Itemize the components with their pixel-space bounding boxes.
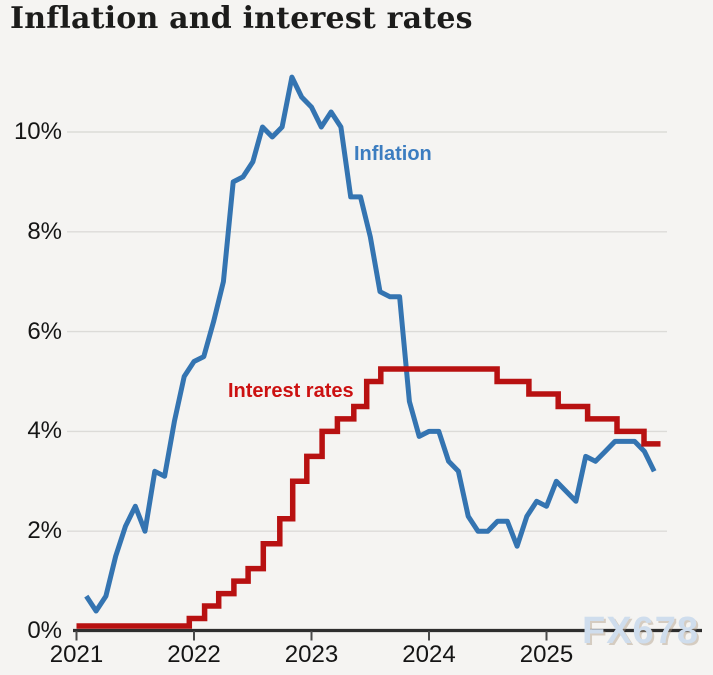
chart-title: Inflation and interest rates	[10, 1, 473, 36]
watermark: FX678	[582, 610, 699, 652]
y-axis-label: 0%	[27, 617, 62, 644]
x-axis-label: 2021	[49, 641, 104, 668]
x-axis-label: 2024	[402, 641, 456, 668]
y-axis-label: 6%	[27, 317, 62, 345]
inflation-line	[84, 74, 657, 614]
y-axis-label: 10%	[13, 118, 62, 145]
inflation-series-label: Inflation	[354, 143, 432, 165]
interest-rates-line	[76, 366, 661, 629]
y-axis-label: 4%	[27, 417, 62, 445]
x-axis-label: 2025	[519, 641, 574, 668]
x-axis-label: 2023	[284, 641, 339, 668]
x-axis-label: 2022	[167, 641, 221, 668]
y-axis-label: 2%	[27, 517, 62, 545]
interest-rates-series-label: Interest rates	[228, 380, 354, 402]
y-axis-label: 8%	[27, 217, 62, 245]
